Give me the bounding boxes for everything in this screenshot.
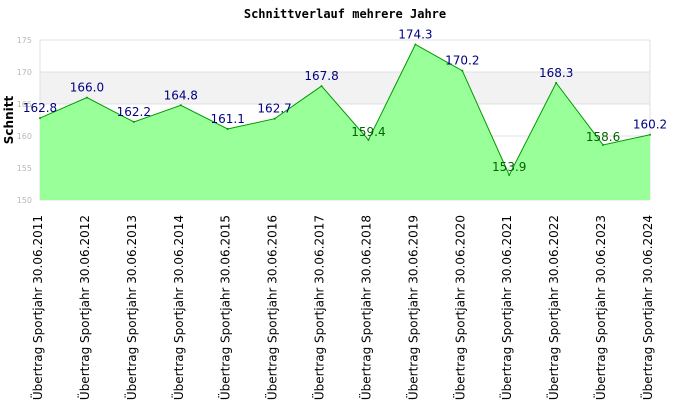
data-label: 162.7: [257, 102, 291, 116]
y-tick-label: 150: [17, 196, 32, 205]
data-point: [414, 43, 417, 46]
y-axis-label: Schnitt: [2, 96, 16, 145]
data-point: [320, 85, 323, 88]
x-tick-label: Übertrag Sportjahr 30.06.2020: [451, 215, 467, 400]
data-label: 160.2: [633, 118, 667, 132]
data-point: [508, 174, 511, 177]
data-label: 158.6: [586, 130, 620, 144]
data-label: 164.8: [164, 88, 198, 102]
data-label: 159.4: [351, 125, 385, 139]
x-tick-label: Übertrag Sportjahr 30.06.2019: [404, 215, 420, 400]
data-label: 166.0: [70, 81, 104, 95]
plot-area: 150 155 160 165 170 175 162.8 166.0 162.2 164.8 16…: [17, 27, 667, 400]
data-point: [367, 138, 370, 141]
y-tick-label: 175: [17, 36, 32, 45]
x-tick-label: Übertrag Sportjahr 30.06.2018: [357, 215, 373, 400]
x-tick-label: Übertrag Sportjahr 30.06.2016: [264, 215, 280, 400]
data-label: 174.3: [398, 27, 432, 41]
data-point: [132, 120, 135, 123]
series-area: [40, 44, 650, 201]
data-point: [273, 117, 276, 120]
x-tick-label: Übertrag Sportjahr 30.06.2021: [498, 215, 514, 400]
chart-title: Schnittverlauf mehrere Jahre: [244, 7, 446, 21]
x-tick-label: Übertrag Sportjahr 30.06.2022: [545, 215, 561, 400]
x-tick-label: Übertrag Sportjahr 30.06.2011: [29, 215, 45, 400]
data-label: 170.2: [445, 54, 479, 68]
data-point: [555, 81, 558, 84]
x-tick-label: Übertrag Sportjahr 30.06.2014: [170, 215, 186, 400]
x-tick-label: Übertrag Sportjahr 30.06.2024: [639, 215, 655, 400]
data-label: 153.9: [492, 160, 526, 174]
data-label: 168.3: [539, 66, 573, 80]
data-label: 161.1: [211, 112, 245, 126]
data-point: [179, 104, 182, 107]
x-tick-label: Übertrag Sportjahr 30.06.2015: [217, 215, 233, 400]
x-tick-label: Übertrag Sportjahr 30.06.2012: [76, 215, 92, 400]
data-point: [39, 117, 41, 120]
y-tick-label: 165: [17, 100, 32, 109]
data-label: 162.8: [23, 101, 57, 115]
data-point: [602, 143, 605, 146]
data-label: 167.8: [304, 69, 338, 83]
y-tick-label: 170: [17, 68, 32, 77]
data-label: 162.2: [117, 105, 151, 119]
x-tick-label: Übertrag Sportjahr 30.06.2017: [311, 215, 327, 400]
data-point: [461, 69, 464, 72]
x-tick-label: Übertrag Sportjahr 30.06.2023: [592, 215, 608, 400]
y-tick-label: 155: [17, 164, 32, 173]
x-tick-label: Übertrag Sportjahr 30.06.2013: [123, 215, 139, 400]
data-point: [226, 127, 229, 130]
series-line: [39, 43, 651, 177]
data-point: [649, 133, 651, 136]
y-tick-label: 160: [17, 132, 32, 141]
data-point: [85, 96, 88, 99]
